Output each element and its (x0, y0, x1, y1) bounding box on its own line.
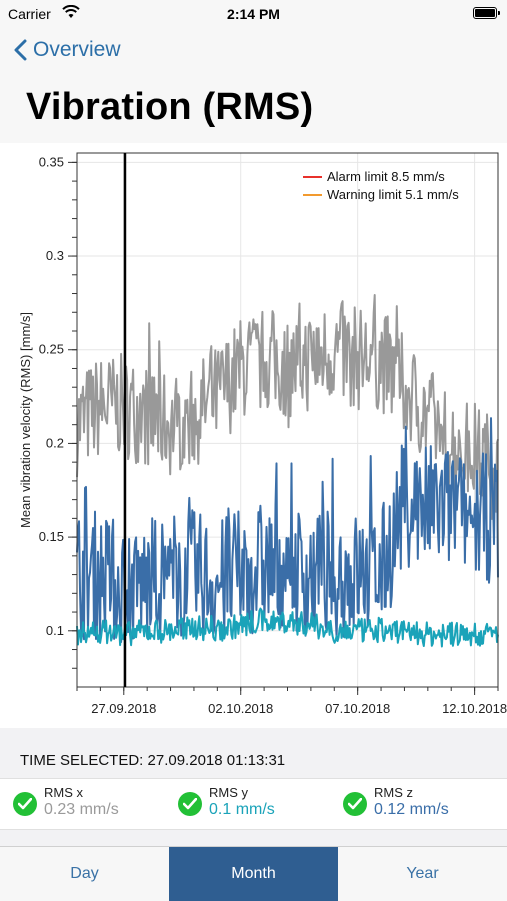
status-bar: Carrier 2:14 PM (0, 0, 507, 28)
clock: 2:14 PM (227, 6, 280, 22)
vibration-chart[interactable]: 0.1 0.15 0.2 0.25 0.3 0.35 27.09.2018 02.10.201… (0, 143, 507, 728)
check-circle-icon (13, 792, 37, 816)
x-tick-label: 07.10.2018 (325, 701, 390, 716)
wifi-icon (62, 4, 80, 24)
rms-summary: RMS x 0.23 mm/s RMS y 0.1 mm/s RMS z 0.1… (0, 778, 507, 830)
y-tick-label: 0.1 (46, 623, 64, 638)
x-tick-label: 02.10.2018 (208, 701, 273, 716)
y-tick-label: 0.3 (46, 248, 64, 263)
time-selected-label: TIME SELECTED: 27.09.2018 01:13:31 (20, 752, 286, 769)
rms-z-label: RMS z (374, 785, 413, 800)
x-tick-label: 12.10.2018 (442, 701, 507, 716)
tab-month[interactable]: Month (169, 847, 338, 901)
page-title: Vibration (RMS) (26, 86, 314, 128)
carrier-label: Carrier (8, 6, 51, 22)
y-tick-label: 0.25 (39, 342, 64, 357)
rms-x-value: 0.23 mm/s (44, 801, 119, 818)
back-label: Overview (33, 38, 121, 61)
range-tab-bar: Day Month Year (0, 846, 507, 901)
check-circle-icon (178, 792, 202, 816)
legend-label: Warning limit 5.1 mm/s (327, 187, 459, 202)
series-line-1 (76, 294, 499, 520)
check-circle-icon (343, 792, 367, 816)
rms-z-value: 0.12 mm/s (374, 801, 449, 818)
y-tick-label: 0.15 (39, 529, 64, 544)
plot-frame (76, 152, 499, 688)
y-tick-label: 0.35 (39, 154, 64, 169)
rms-y-value: 0.1 mm/s (209, 801, 275, 818)
tab-day[interactable]: Day (70, 865, 99, 882)
legend-label: Alarm limit 8.5 mm/s (327, 169, 445, 184)
chart-svg[interactable]: 0.1 0.15 0.2 0.25 0.3 0.35 27.09.2018 02.10.201… (0, 143, 507, 728)
y-tick-label: 0.2 (46, 435, 64, 450)
rms-x-label: RMS x (44, 785, 83, 800)
x-tick-label: 27.09.2018 (91, 701, 156, 716)
series-line-3 (76, 607, 499, 648)
rms-y-label: RMS y (209, 785, 248, 800)
navigation-bar: Overview Vibration (RMS) (0, 28, 507, 144)
chevron-left-icon (14, 39, 27, 61)
back-button[interactable]: Overview (14, 38, 121, 62)
battery-icon (473, 7, 500, 19)
y-axis-label: Mean vibration velocity (RMS) [mm/s] (18, 312, 33, 528)
tab-year[interactable]: Year (406, 865, 439, 882)
